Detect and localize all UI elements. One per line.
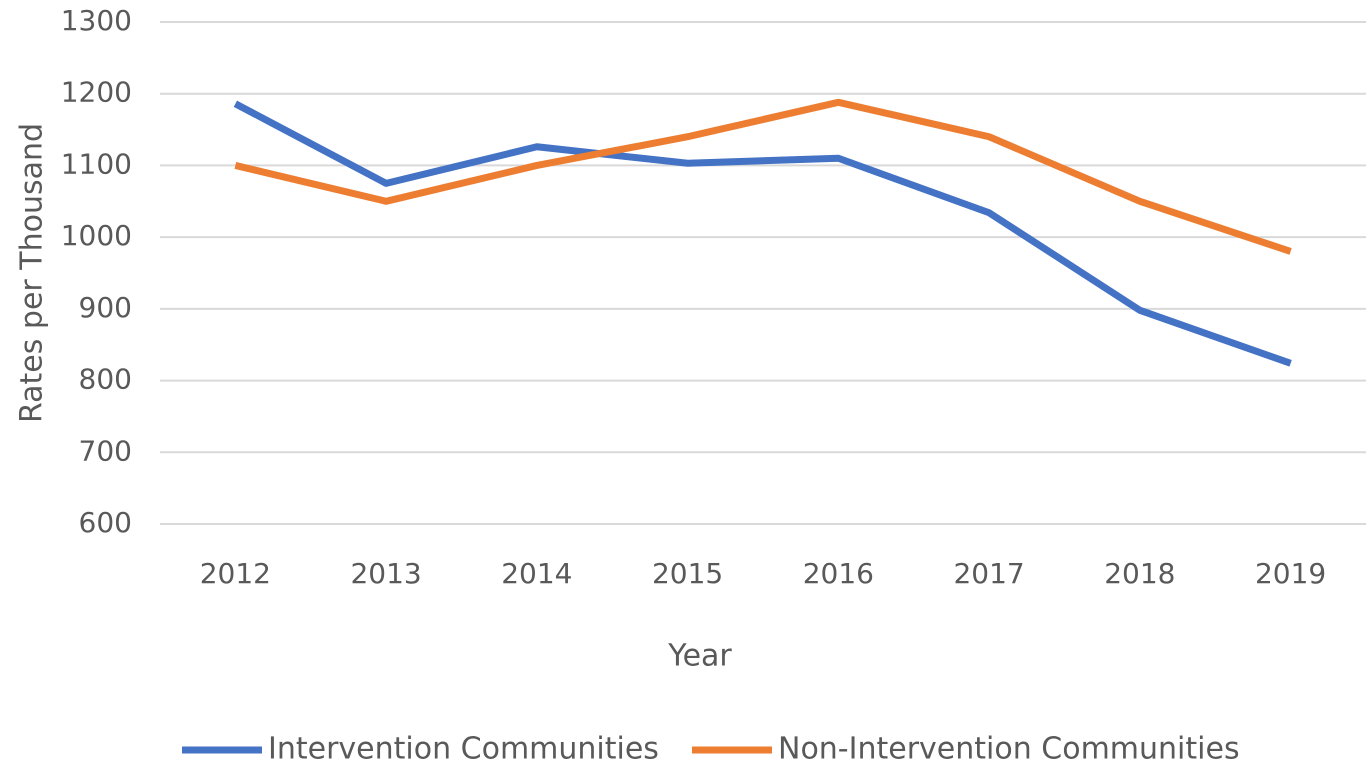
y-tick-label: 1300	[61, 4, 132, 37]
y-tick-label: 700	[79, 434, 132, 467]
x-tick-label: 2012	[200, 557, 271, 590]
x-tick-label: 2015	[652, 557, 723, 590]
x-tick-label: 2019	[1255, 557, 1326, 590]
legend-label: Non-Intervention Communities	[778, 732, 1240, 767]
y-tick-label: 1000	[61, 219, 132, 252]
x-tick-label: 2014	[501, 557, 572, 590]
x-tick-label: 2017	[953, 557, 1024, 590]
y-tick-label: 1200	[61, 76, 132, 109]
x-tick-label: 2013	[350, 557, 421, 590]
y-tick-label: 1100	[61, 147, 132, 180]
legend-label: Intervention Communities	[268, 732, 659, 767]
series-line	[233, 100, 1292, 367]
series-line	[234, 98, 1292, 255]
x-tick-label: 2018	[1104, 557, 1175, 590]
y-tick-label: 600	[79, 506, 132, 539]
y-tick-label: 800	[79, 363, 132, 396]
x-axis-title: Year	[667, 639, 732, 674]
y-tick-label: 900	[79, 291, 132, 324]
x-tick-label: 2016	[803, 557, 874, 590]
y-axis-title: Rates per Thousand	[15, 123, 50, 423]
